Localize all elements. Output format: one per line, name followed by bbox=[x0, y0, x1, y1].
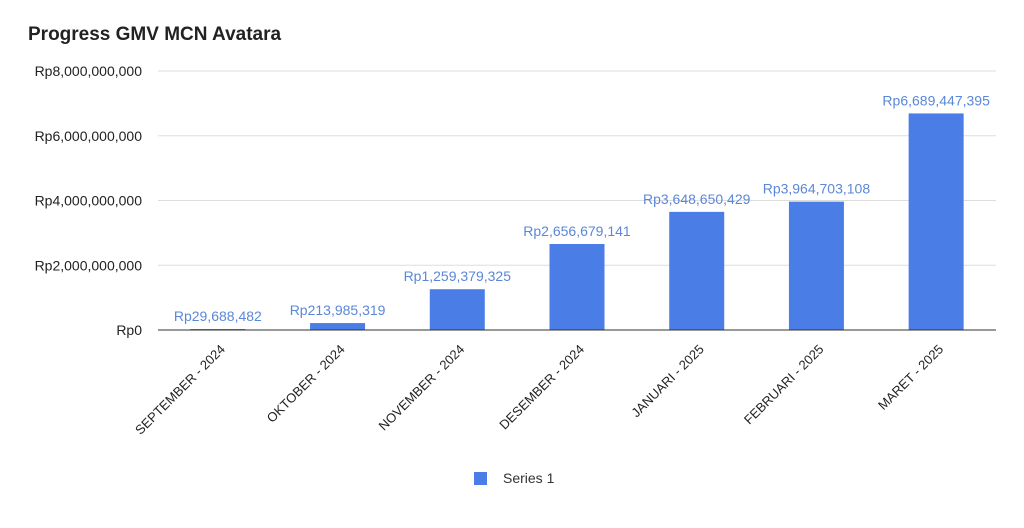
data-label: Rp6,689,447,395 bbox=[882, 92, 990, 108]
data-label: Rp3,964,703,108 bbox=[763, 181, 871, 197]
x-tick-label: JANUARI - 2025 bbox=[628, 342, 707, 421]
chart-title: Progress GMV MCN Avatara bbox=[28, 24, 282, 45]
x-tick-label: NOVEMBER - 2024 bbox=[376, 342, 468, 434]
data-label: Rp3,648,650,429 bbox=[643, 191, 751, 207]
y-tick-label: Rp0 bbox=[116, 322, 142, 338]
data-label: Rp1,259,379,325 bbox=[404, 268, 512, 284]
data-label: Rp2,656,679,141 bbox=[523, 223, 631, 239]
x-tick-label: MARET - 2025 bbox=[875, 342, 946, 413]
x-tick-label: FEBRUARI - 2025 bbox=[741, 342, 827, 428]
legend-label: Series 1 bbox=[503, 470, 555, 486]
y-tick-label: Rp8,000,000,000 bbox=[35, 63, 143, 79]
data-label: Rp213,985,319 bbox=[290, 302, 386, 318]
x-tick-label: SEPTEMBER - 2024 bbox=[132, 342, 228, 438]
y-tick-label: Rp4,000,000,000 bbox=[35, 193, 143, 209]
x-tick-label: DESEMBER - 2024 bbox=[496, 342, 587, 433]
y-tick-label: Rp2,000,000,000 bbox=[35, 257, 143, 273]
x-tick-label: OKTOBER - 2024 bbox=[264, 342, 348, 426]
bar bbox=[669, 211, 725, 330]
bar bbox=[310, 323, 366, 330]
y-tick-label: Rp6,000,000,000 bbox=[35, 128, 143, 144]
bar bbox=[788, 201, 844, 330]
data-label: Rp29,688,482 bbox=[174, 308, 262, 324]
bar bbox=[429, 289, 485, 330]
legend-swatch bbox=[474, 471, 487, 485]
bar bbox=[908, 113, 964, 330]
legend: Series 1 bbox=[474, 470, 554, 486]
bar bbox=[549, 243, 605, 330]
